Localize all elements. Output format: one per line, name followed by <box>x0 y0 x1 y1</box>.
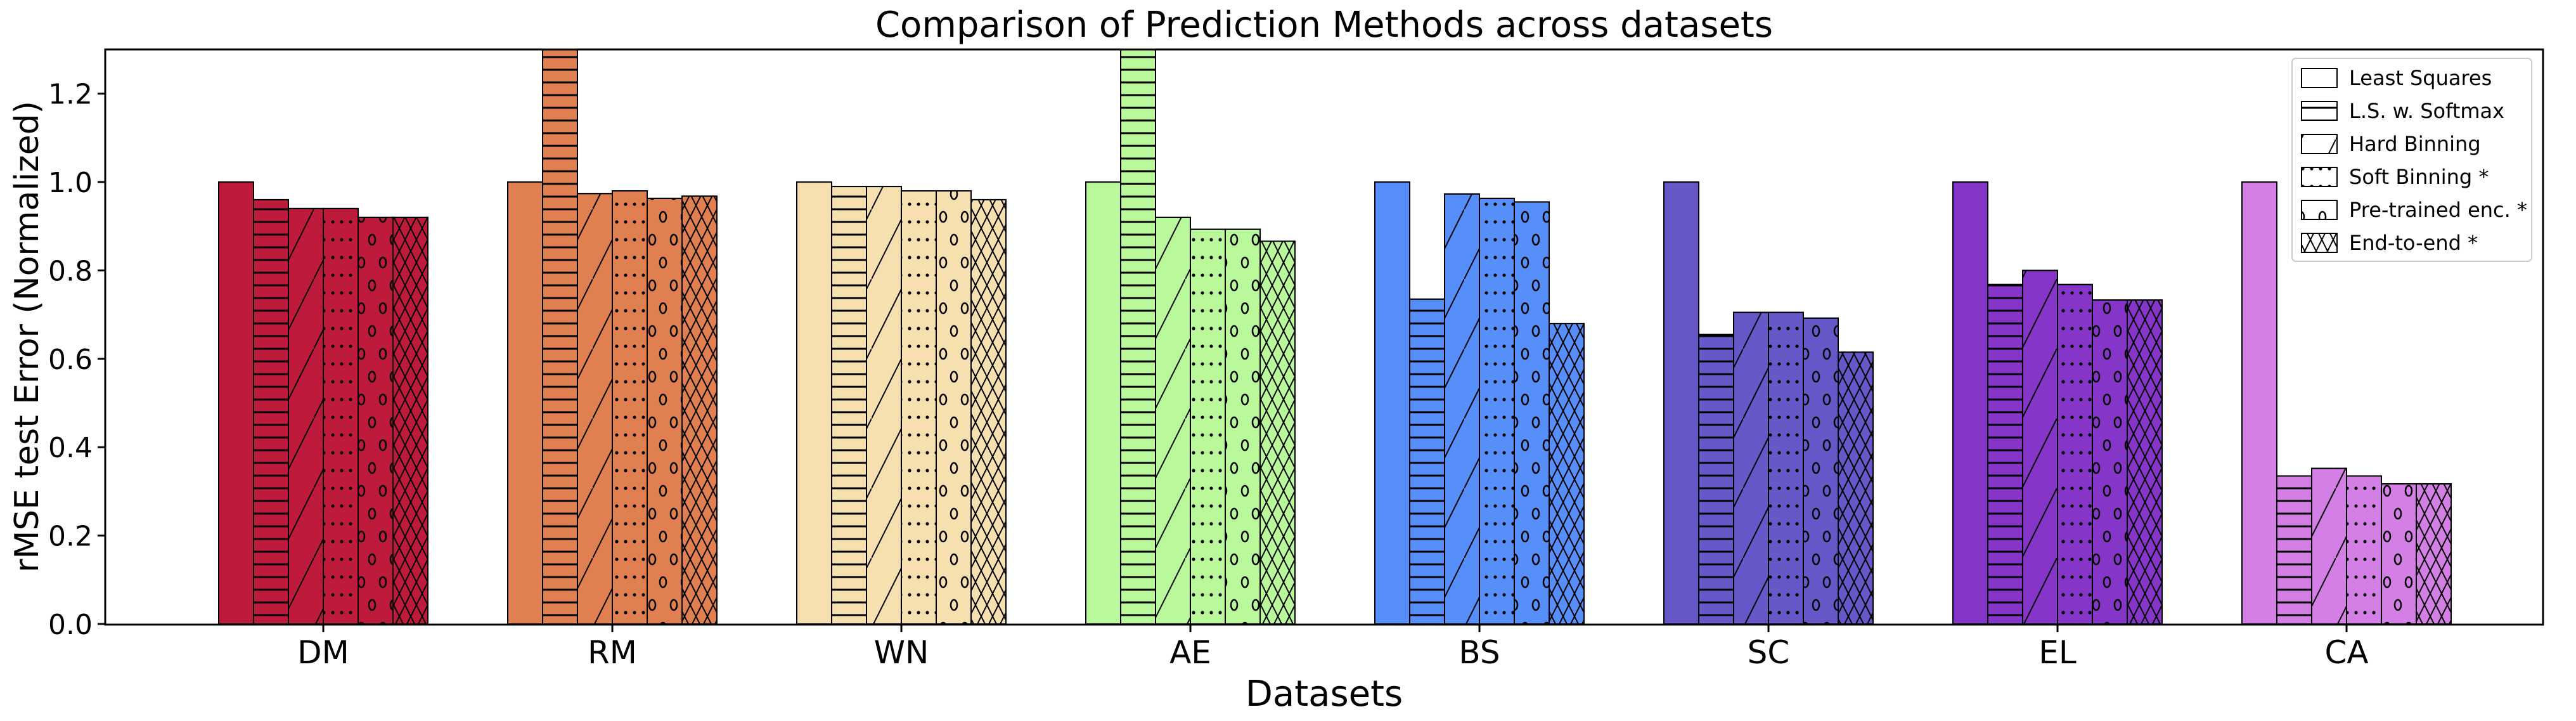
legend-label: Least Squares <box>2349 66 2492 90</box>
bar-hatch <box>1225 228 1261 625</box>
x-axis-label: Datasets <box>1246 673 1403 715</box>
bar-hatch <box>2381 483 2417 625</box>
bar-hatch <box>936 190 972 625</box>
legend-label: Pre-trained enc. * <box>2349 198 2527 222</box>
y-tick-label: 1.0 <box>48 167 93 199</box>
bar-SC-least-squares <box>1663 181 1699 625</box>
bar-RM-least-squares <box>507 181 543 625</box>
bar-BS-least-squares <box>1374 181 1410 625</box>
bar-hatch <box>1549 323 1585 625</box>
x-tick-label: WN <box>874 634 929 671</box>
y-tick-label: 0.4 <box>48 432 93 464</box>
legend-label: Soft Binning * <box>2349 165 2489 189</box>
bar-hatch <box>1190 228 1226 625</box>
bar-hatch <box>2346 475 2382 625</box>
bar-DM-least-squares <box>218 181 254 625</box>
x-tick-label: RM <box>588 634 637 671</box>
chart-title: Comparison of Prediction Methods across … <box>875 4 1773 46</box>
x-tick-label: CA <box>2324 634 2368 671</box>
bar-hatch <box>647 197 683 625</box>
bar-hatch <box>1768 311 1804 625</box>
bar-hatch <box>577 193 613 625</box>
legend-swatch-hatch <box>2301 200 2338 220</box>
y-tick-label: 0.2 <box>48 521 93 553</box>
bar-CA-least-squares <box>2241 181 2277 625</box>
bar-hatch <box>1733 311 1769 625</box>
y-axis-label: rMSE test Error (Normalized) <box>8 101 46 573</box>
bar-hatch <box>2416 483 2452 625</box>
bar-hatch <box>323 207 359 625</box>
bar-hatch <box>253 198 289 625</box>
bar-hatch <box>866 186 902 625</box>
y-tick-label: 1.2 <box>48 79 93 111</box>
legend-swatch-hatch <box>2301 134 2338 154</box>
bar-hatch <box>1409 298 1445 625</box>
x-tick-label: EL <box>2038 634 2077 671</box>
legend-swatch-hatch <box>2301 167 2338 187</box>
x-tick-label: DM <box>297 634 349 671</box>
bar-hatch <box>681 195 718 625</box>
bar-hatch <box>2127 299 2163 625</box>
y-tick-label: 0.6 <box>48 344 93 376</box>
bar-hatch <box>392 216 428 625</box>
bar-hatch <box>1259 240 1296 625</box>
bar-hatch <box>2311 467 2347 625</box>
bar-hatch <box>970 198 1007 625</box>
x-tick-label: AE <box>1169 634 1211 671</box>
bar-hatch <box>2057 283 2093 625</box>
bar-hatch <box>2022 270 2058 625</box>
bar-hatch <box>831 186 867 625</box>
bar-hatch <box>1698 334 1734 625</box>
bar-EL-least-squares <box>1952 181 1988 625</box>
bar-hatch <box>357 216 394 625</box>
legend-swatch-hatch <box>2301 233 2338 253</box>
legend-label: L.S. w. Softmax <box>2349 99 2504 123</box>
legend-swatch <box>2301 68 2338 88</box>
bar-hatch <box>1155 216 1191 625</box>
bar-hatch <box>1514 201 1550 625</box>
bar-hatch <box>2276 475 2312 625</box>
legend-label: Hard Binning <box>2349 132 2481 156</box>
bar-hatch <box>901 190 937 625</box>
legend: Least Squares L.S. w. Softmax Hard Binning… <box>2291 58 2532 262</box>
legend-swatch-hatch <box>2301 101 2338 121</box>
bar-hatch <box>1987 283 2023 625</box>
bar-hatch <box>1838 351 1874 625</box>
x-tick-label: BS <box>1459 634 1500 671</box>
bar-hatch <box>1803 317 1839 625</box>
legend-label: End-to-end * <box>2349 231 2478 255</box>
bar-AE-least-squares <box>1085 181 1121 625</box>
bar-hatch <box>1479 197 1515 625</box>
plot-frame <box>104 48 2544 626</box>
y-tick-label: 0.0 <box>48 609 93 641</box>
bar-hatch <box>542 49 578 625</box>
bar-hatch <box>288 207 324 625</box>
bar-hatch <box>612 190 648 625</box>
y-tick-label: 0.8 <box>48 255 93 287</box>
bar-WN-least-squares <box>796 181 832 625</box>
bar-hatch <box>2092 299 2128 625</box>
bar-hatch <box>1444 193 1480 625</box>
x-tick-label: SC <box>1748 634 1790 671</box>
bar-hatch <box>1120 49 1156 625</box>
